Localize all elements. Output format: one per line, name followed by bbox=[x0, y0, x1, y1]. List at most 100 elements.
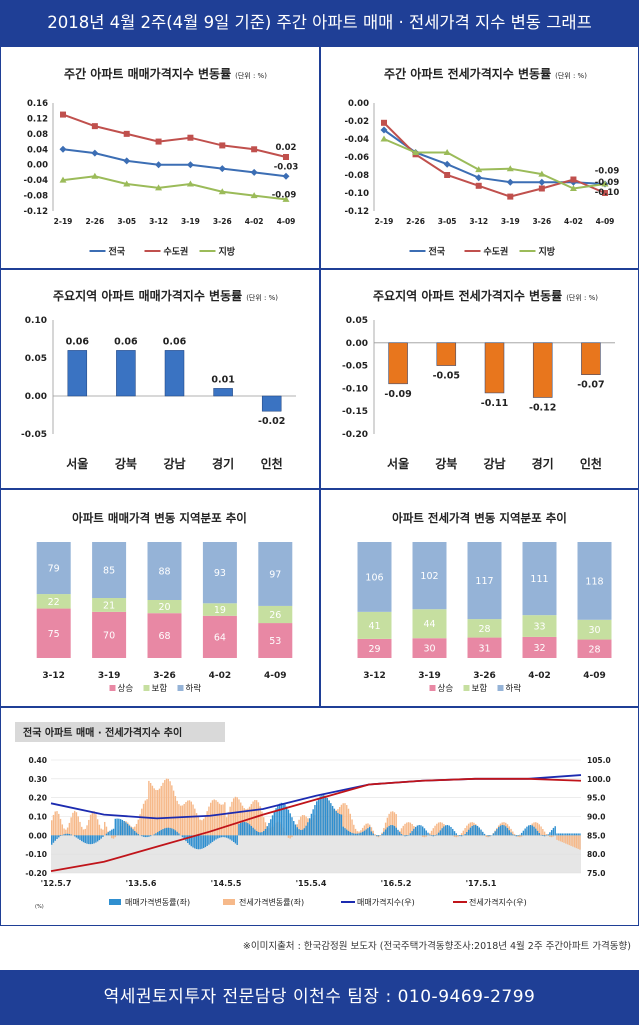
sale-change-bar bbox=[526, 826, 528, 836]
jeonse-change-bar bbox=[453, 835, 456, 837]
jeonse-change-bar bbox=[217, 801, 219, 836]
chart-title: 아파트 전세가격 변동 지역분포 추이 bbox=[392, 511, 567, 525]
sale-change-bar bbox=[248, 824, 251, 836]
sale-change-bar bbox=[149, 835, 152, 837]
data-point bbox=[506, 165, 514, 172]
sale-change-bar bbox=[510, 832, 512, 836]
data-point bbox=[380, 126, 388, 134]
p6-svg: 아파트 전세가격 변동 지역분포 추이 29 41 106 3-12 30 44 102 3-1… bbox=[357, 511, 612, 694]
y-tick-label: -0.08 bbox=[345, 171, 370, 181]
data-label: 106 bbox=[365, 572, 383, 583]
x-tick-label: 3-26 bbox=[473, 671, 496, 681]
sale-change-bar bbox=[202, 835, 205, 849]
sale-change-bar bbox=[142, 835, 145, 837]
sale-change-bar bbox=[517, 835, 519, 836]
sale-change-bar bbox=[305, 825, 307, 836]
jeonse-change-bar bbox=[485, 835, 488, 837]
sale-change-bar bbox=[414, 826, 417, 836]
jeonse-change-bar bbox=[100, 828, 102, 836]
sale-change-bar bbox=[257, 832, 260, 836]
jeonse-change-bar bbox=[61, 824, 64, 836]
sale-change-bar bbox=[450, 826, 452, 836]
sale-change-bar bbox=[51, 835, 53, 845]
sale-change-bar bbox=[303, 828, 306, 836]
jeonse-change-bar bbox=[240, 802, 242, 836]
sale-change-bar bbox=[482, 831, 484, 836]
sale-change-bar bbox=[291, 817, 293, 836]
jeonse-change-bar bbox=[158, 788, 161, 836]
sale-change-bar bbox=[556, 833, 558, 836]
bar-segment bbox=[147, 600, 182, 614]
sale-change-bar bbox=[351, 832, 353, 836]
sale-change-bar bbox=[326, 797, 329, 836]
jeonse-change-bar bbox=[287, 835, 290, 838]
sale-change-bar bbox=[338, 814, 341, 836]
bar-segment bbox=[412, 638, 447, 658]
p7-svg: 전국 아파트 매매 · 전세가격지수 추이 0.40 0.30 0.20 0.10 0.0… bbox=[15, 722, 611, 910]
jeonse-change-bar bbox=[187, 800, 189, 836]
sale-change-bar bbox=[497, 827, 500, 836]
jeonse-change-bar bbox=[153, 788, 155, 836]
jeonse-change-bar bbox=[105, 826, 108, 836]
legend-label: 보합 bbox=[152, 684, 168, 694]
data-label: -0.09 bbox=[384, 389, 411, 400]
sale-change-bar bbox=[123, 821, 125, 836]
data-label: 30 bbox=[423, 644, 435, 655]
x-tick-label: 서울 bbox=[387, 456, 409, 471]
x-tick-label: 3-12 bbox=[149, 217, 168, 226]
sale-change-bar bbox=[436, 834, 438, 836]
data-point bbox=[59, 176, 67, 183]
right-tick-label: 95.0 bbox=[587, 794, 606, 803]
sale-change-bar bbox=[164, 828, 166, 836]
data-label: 26 bbox=[269, 610, 281, 621]
jeonse-change-bar bbox=[430, 830, 433, 836]
sale-change-bar bbox=[231, 835, 233, 841]
sale-change-bar bbox=[266, 826, 268, 836]
sale-change-bar bbox=[128, 825, 131, 836]
bar-segment bbox=[412, 542, 447, 610]
bar-segment bbox=[577, 639, 612, 658]
x-tick-label: 3-26 bbox=[213, 217, 232, 226]
sale-change-bar bbox=[475, 825, 477, 836]
bar-segment bbox=[258, 605, 293, 624]
sale-change-bar bbox=[56, 835, 58, 839]
jeonse-change-bar bbox=[372, 830, 374, 836]
y-tick-label: -0.04 bbox=[345, 135, 370, 145]
sale-change-bar bbox=[243, 821, 245, 836]
sale-change-bar bbox=[437, 832, 440, 836]
jeonse-change-bar bbox=[89, 814, 92, 836]
jeonse-change-bar bbox=[134, 826, 136, 836]
jeonse-change-bar bbox=[436, 823, 438, 836]
sale-change-bar bbox=[134, 831, 136, 836]
y-tick-label: 0.05 bbox=[346, 316, 368, 326]
sale-change-bar bbox=[554, 826, 556, 836]
jeonse-change-bar bbox=[171, 785, 173, 836]
data-label: -0.12 bbox=[529, 403, 556, 414]
jeonse-change-bar bbox=[66, 827, 69, 836]
jeonse-change-bar bbox=[379, 835, 382, 836]
sale-change-bar bbox=[376, 835, 378, 837]
data-label: 75 bbox=[48, 629, 60, 640]
sale-change-bar bbox=[361, 831, 364, 836]
sale-change-bar bbox=[201, 835, 203, 849]
sale-change-bar bbox=[549, 832, 551, 836]
sale-change-bar bbox=[566, 833, 569, 836]
legend-label: 수도권 bbox=[484, 246, 509, 258]
sale-change-bar bbox=[169, 827, 171, 836]
sale-change-bar bbox=[225, 835, 228, 838]
jeonse-change-bar bbox=[556, 835, 558, 840]
bar-1 bbox=[116, 350, 136, 397]
jeonse-change-bar bbox=[192, 804, 194, 836]
x-tick-label: 3-19 bbox=[418, 671, 441, 681]
sale-change-bar bbox=[444, 825, 447, 836]
jeonse-change-bar bbox=[51, 820, 53, 836]
jeonse-change-bar bbox=[370, 827, 373, 836]
bar-segment bbox=[202, 615, 237, 658]
data-point bbox=[538, 185, 545, 192]
sale-change-bar bbox=[102, 835, 104, 837]
sale-change-bar bbox=[176, 831, 178, 836]
jeonse-change-bar bbox=[391, 811, 394, 836]
jeonse-change-bar bbox=[374, 834, 376, 836]
data-point bbox=[186, 180, 194, 187]
y-tick-label: 0.00 bbox=[348, 99, 369, 109]
